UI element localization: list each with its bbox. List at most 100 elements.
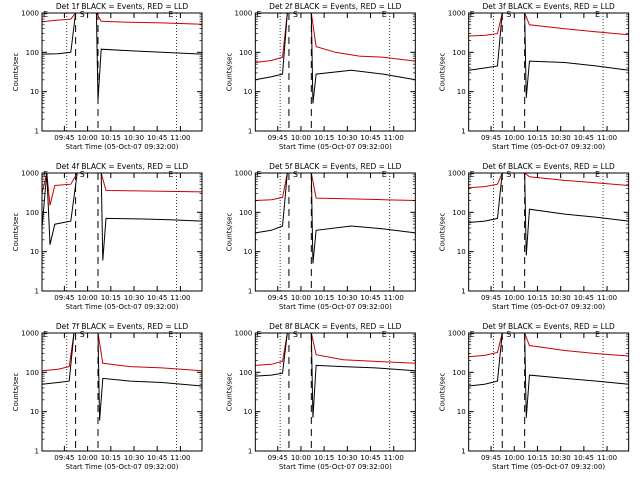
x-tick-label: 10:45	[360, 294, 380, 302]
x-tick-label: 10:30	[124, 294, 144, 302]
x-tick-label: 10:30	[551, 294, 571, 302]
y-tick-label: 1000	[448, 170, 466, 178]
y-tick-label: 1000	[235, 330, 253, 338]
y-tick-label: 1	[35, 288, 39, 296]
x-tick-label: 10:45	[574, 454, 594, 462]
marker-e-right: E	[382, 330, 387, 339]
chart-title: Det 5f BLACK = Events, RED = LLD	[269, 162, 402, 171]
y-axis-label: Counts/sec	[225, 213, 233, 252]
series-line-1	[41, 332, 203, 372]
x-tick-label: 10:15	[527, 454, 547, 462]
chart-title: Det 3f BLACK = Events, RED = LLD	[483, 2, 616, 11]
y-tick-label: 10	[457, 248, 466, 256]
marker-e-left: E	[470, 330, 475, 339]
y-tick-label: 1	[461, 128, 465, 136]
y-tick-label: 1000	[235, 170, 253, 178]
x-tick-label: 10:00	[291, 454, 311, 462]
chart-panel-1: Det 1f BLACK = Events, RED = LLD 1 10 100 10…	[12, 2, 203, 151]
y-tick-label: 1000	[235, 10, 253, 18]
x-tick-label: 11:00	[384, 294, 404, 302]
marker-s: S	[293, 330, 298, 339]
marker-e-left: E	[43, 330, 48, 339]
x-tick-label: 10:15	[101, 294, 121, 302]
plot-frame	[254, 332, 416, 452]
y-tick-label: 10	[243, 408, 252, 416]
x-tick-label: 11:00	[170, 294, 190, 302]
x-tick-label: 11:00	[384, 454, 404, 462]
plot-frame	[41, 12, 203, 132]
x-tick-label: 10:45	[147, 134, 167, 142]
x-tick-label: 10:45	[360, 454, 380, 462]
x-tick-label: 10:45	[360, 134, 380, 142]
marker-e-right: E	[382, 170, 387, 179]
series-line-1	[468, 12, 629, 37]
x-axis-label: Start Time (05-Oct-07 09:32:00)	[66, 143, 179, 151]
y-axis-label: Counts/sec	[439, 213, 447, 252]
y-tick-label: 1	[35, 128, 39, 136]
marker-s: S	[293, 10, 298, 19]
x-axis-label: Start Time (05-Oct-07 09:32:00)	[492, 303, 605, 311]
x-tick-label: 09:45	[54, 134, 74, 142]
y-tick-label: 100	[239, 369, 252, 377]
x-tick-label: 10:00	[78, 294, 98, 302]
y-tick-label: 1000	[21, 10, 39, 18]
y-tick-label: 1	[248, 128, 252, 136]
y-axis-label: Counts/sec	[12, 213, 20, 252]
x-tick-label: 10:00	[291, 134, 311, 142]
marker-e-left: E	[43, 10, 48, 19]
chart-panel-3: Det 3f BLACK = Events, RED = LLD 1 10 100 10…	[439, 2, 630, 151]
marker-s: S	[80, 330, 85, 339]
chart-panel-9: Det 9f BLACK = Events, RED = LLD 1 10 100 10…	[439, 322, 630, 471]
marker-e-left: E	[256, 170, 261, 179]
y-tick-label: 10	[457, 88, 466, 96]
x-tick-label: 09:45	[481, 454, 501, 462]
y-tick-label: 1000	[448, 10, 466, 18]
marker-s: S	[506, 170, 511, 179]
y-tick-label: 10	[30, 88, 39, 96]
x-tick-label: 10:00	[78, 134, 98, 142]
x-axis-label: Start Time (05-Oct-07 09:32:00)	[492, 463, 605, 471]
x-tick-label: 10:15	[527, 134, 547, 142]
x-axis-label: Start Time (05-Oct-07 09:32:00)	[66, 303, 179, 311]
chart-title: Det 7f BLACK = Events, RED = LLD	[56, 322, 189, 331]
y-tick-label: 100	[452, 209, 465, 217]
marker-e-left: E	[256, 330, 261, 339]
x-tick-label: 10:30	[337, 294, 357, 302]
x-tick-label: 11:00	[384, 134, 404, 142]
chart-title: Det 2f BLACK = Events, RED = LLD	[269, 2, 402, 11]
x-tick-label: 10:45	[147, 294, 167, 302]
x-tick-label: 09:45	[268, 134, 288, 142]
series-line-2	[41, 12, 203, 101]
marker-e-right: E	[168, 10, 173, 19]
x-tick-label: 09:45	[268, 454, 288, 462]
x-tick-label: 10:30	[124, 134, 144, 142]
x-axis-label: Start Time (05-Oct-07 09:32:00)	[66, 463, 179, 471]
x-axis-label: Start Time (05-Oct-07 09:32:00)	[279, 143, 392, 151]
marker-s: S	[506, 330, 511, 339]
plot-frame	[254, 172, 416, 292]
marker-e-left: E	[256, 10, 261, 19]
series-line-1	[255, 172, 416, 201]
marker-e-right: E	[168, 330, 173, 339]
chart-title: Det 1f BLACK = Events, RED = LLD	[56, 2, 189, 11]
x-tick-label: 09:45	[481, 134, 501, 142]
marker-s: S	[506, 10, 511, 19]
x-tick-label: 11:00	[597, 454, 617, 462]
x-axis-label: Start Time (05-Oct-07 09:32:00)	[279, 303, 392, 311]
y-tick-label: 100	[26, 49, 39, 57]
series-line-2	[255, 12, 416, 104]
marker-e-left: E	[470, 170, 475, 179]
y-tick-label: 10	[457, 408, 466, 416]
x-tick-label: 10:00	[504, 134, 524, 142]
y-tick-label: 10	[243, 248, 252, 256]
chart-panel-4: Det 4f BLACK = Events, RED = LLD 1 10 100 10…	[12, 162, 203, 311]
chart-panel-7: Det 7f BLACK = Events, RED = LLD 1 10 100 10…	[12, 322, 203, 471]
y-axis-label: Counts/sec	[12, 373, 20, 412]
marker-e-right: E	[382, 10, 387, 19]
plot-frame	[468, 12, 630, 132]
series-line-2	[255, 332, 416, 418]
marker-e-right: E	[595, 170, 600, 179]
x-tick-label: 10:15	[314, 454, 334, 462]
marker-e-left: E	[470, 10, 475, 19]
